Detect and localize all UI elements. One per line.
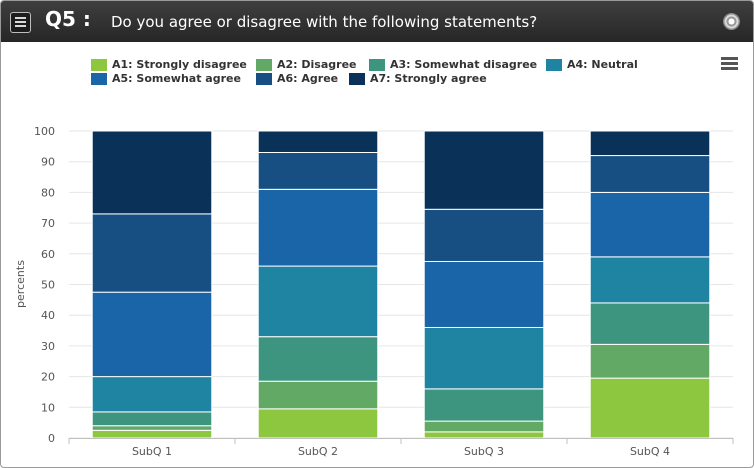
legend-label: A7: Strongly agree bbox=[370, 72, 487, 85]
y-tick-label: 50 bbox=[41, 279, 55, 292]
question-header: Q5 : Do you agree or disagree with the f… bbox=[1, 1, 753, 42]
bar-segment bbox=[423, 260, 545, 328]
legend-label: A1: Strongly disagree bbox=[112, 58, 247, 71]
x-tick-label: SubQ 2 bbox=[298, 445, 338, 458]
bar-segment bbox=[257, 408, 379, 439]
bar-segment bbox=[257, 188, 379, 267]
bar-segment bbox=[423, 388, 545, 422]
legend-label: A4: Neutral bbox=[567, 58, 638, 71]
bar-segment bbox=[423, 130, 545, 210]
chart-options-menu-icon[interactable] bbox=[721, 57, 738, 70]
bar-segment bbox=[423, 326, 545, 390]
bar-segment bbox=[91, 376, 213, 413]
chart-legend: A1: Strongly disagree A2: Disagree A3: S… bbox=[91, 58, 691, 88]
question-number: Q5 : bbox=[45, 7, 91, 31]
bar-segment bbox=[91, 130, 213, 215]
bar-segment bbox=[589, 256, 711, 304]
bar-segment bbox=[257, 265, 379, 338]
bar-segment bbox=[423, 420, 545, 433]
question-title: Do you agree or disagree with the follow… bbox=[111, 13, 538, 31]
legend-item-a5[interactable]: A5: Somewhat agree bbox=[91, 72, 241, 85]
legend-item-a1[interactable]: A1: Strongly disagree bbox=[91, 58, 247, 71]
legend-item-a3[interactable]: A3: Somewhat disagree bbox=[369, 58, 537, 71]
bar-segment bbox=[423, 208, 545, 262]
bar-segment bbox=[257, 336, 379, 382]
legend-swatch bbox=[256, 72, 272, 85]
y-tick-label: 0 bbox=[48, 432, 55, 445]
bar-segment bbox=[91, 213, 213, 293]
legend-label: A6: Agree bbox=[277, 72, 339, 85]
bar-segment bbox=[91, 425, 213, 431]
legend-item-a2[interactable]: A2: Disagree bbox=[256, 58, 357, 71]
y-tick-label: 40 bbox=[41, 309, 55, 322]
bar-segment bbox=[589, 191, 711, 258]
bar-segment bbox=[257, 130, 379, 153]
legend-swatch bbox=[546, 58, 562, 71]
y-tick-label: 30 bbox=[41, 340, 55, 353]
bar-segment bbox=[589, 377, 711, 439]
legend-label: A5: Somewhat agree bbox=[112, 72, 241, 85]
legend-swatch bbox=[369, 58, 385, 71]
bar-segment bbox=[589, 343, 711, 379]
x-tick-label: SubQ 3 bbox=[464, 445, 504, 458]
legend-label: A3: Somewhat disagree bbox=[390, 58, 538, 71]
legend-label: A2: Disagree bbox=[277, 58, 357, 71]
bar-segment bbox=[257, 380, 379, 410]
legend-item-a4[interactable]: A4: Neutral bbox=[546, 58, 638, 71]
legend-swatch bbox=[349, 72, 365, 85]
x-tick-label: SubQ 4 bbox=[630, 445, 670, 458]
legend-item-a6[interactable]: A6: Agree bbox=[256, 72, 338, 85]
legend-swatch bbox=[256, 58, 272, 71]
bar-segment bbox=[589, 302, 711, 345]
bar-segment bbox=[91, 291, 213, 378]
legend-swatch bbox=[91, 58, 107, 71]
y-tick-label: 60 bbox=[41, 248, 55, 261]
bar-segment bbox=[589, 130, 711, 157]
legend-item-a7[interactable]: A7: Strongly agree bbox=[349, 72, 487, 85]
bar-segment bbox=[423, 431, 545, 439]
y-tick-label: 10 bbox=[41, 401, 55, 414]
bar-segment bbox=[91, 429, 213, 439]
x-tick-label: SubQ 1 bbox=[132, 445, 172, 458]
y-axis-title: percents bbox=[14, 260, 27, 308]
bar-segment bbox=[91, 411, 213, 427]
filter-menu-icon[interactable] bbox=[10, 12, 31, 33]
y-tick-label: 70 bbox=[41, 217, 55, 230]
y-tick-label: 80 bbox=[41, 186, 55, 199]
settings-icon[interactable] bbox=[723, 13, 740, 30]
bar-segment bbox=[257, 151, 379, 190]
y-tick-label: 20 bbox=[41, 371, 55, 384]
y-tick-label: 100 bbox=[34, 125, 55, 138]
legend-swatch bbox=[91, 72, 107, 85]
bar-segment bbox=[589, 155, 711, 193]
y-tick-label: 90 bbox=[41, 156, 55, 169]
